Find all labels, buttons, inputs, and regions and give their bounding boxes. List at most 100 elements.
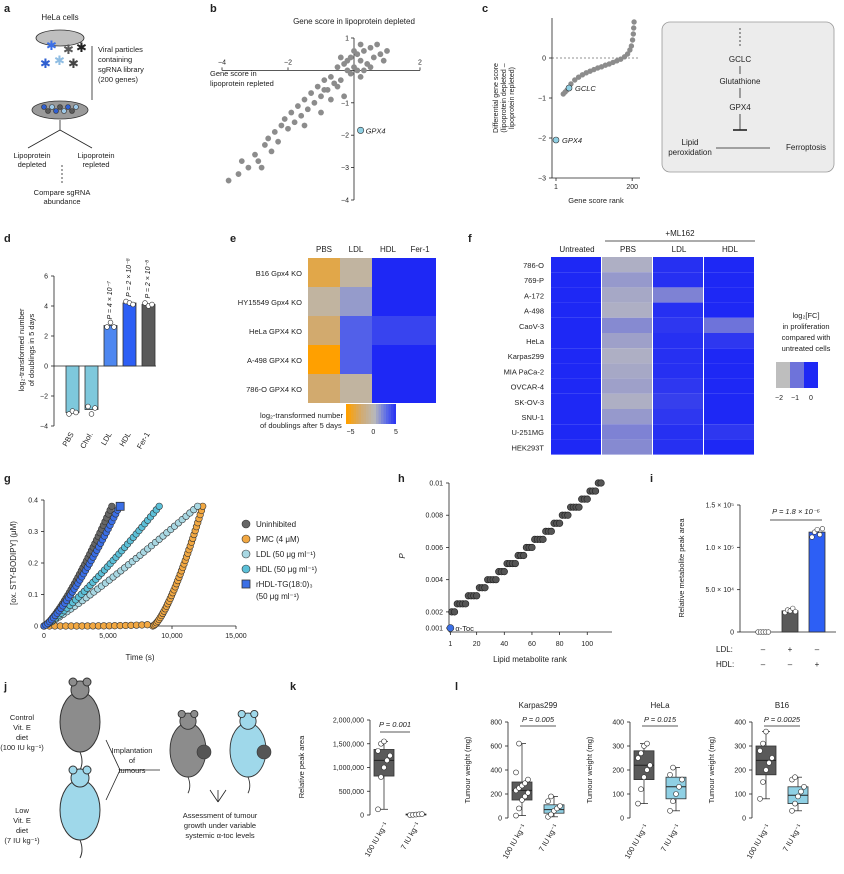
legend-text: HDL (50 μg ml⁻¹) bbox=[256, 565, 317, 574]
heatmap-cell bbox=[551, 363, 601, 379]
p-value: P = 2 × 10⁻⁸ bbox=[145, 260, 152, 299]
bar bbox=[141, 304, 156, 367]
tick-label: 0 bbox=[730, 630, 734, 637]
tick-label: 400 bbox=[734, 720, 746, 727]
heatmap-cell bbox=[704, 424, 754, 440]
heatmap-cell bbox=[653, 257, 703, 273]
heatmap-cell bbox=[653, 378, 703, 394]
data-point bbox=[374, 41, 380, 48]
data-point bbox=[111, 324, 117, 330]
tick-label: −4 bbox=[40, 424, 48, 431]
data-point bbox=[631, 19, 637, 25]
row-label: HY15549 Gpx4 KO bbox=[238, 298, 302, 307]
data-point bbox=[597, 479, 605, 487]
data-point bbox=[525, 776, 531, 783]
data-point bbox=[638, 786, 644, 793]
data-point bbox=[801, 783, 807, 790]
column-label: PBS bbox=[620, 245, 636, 254]
mouse-ear bbox=[82, 677, 92, 687]
virus-particle bbox=[69, 108, 75, 114]
y-label: log₂-transformed number bbox=[17, 308, 26, 391]
data-point bbox=[760, 779, 766, 785]
heatmap-cell bbox=[340, 374, 372, 403]
heatmap-cell bbox=[551, 378, 601, 394]
data-point bbox=[360, 48, 367, 54]
heatmap-cell bbox=[602, 378, 652, 394]
heatmap-cell bbox=[551, 393, 601, 409]
tick-label: 15,000 bbox=[225, 633, 247, 640]
tick-label: 10,000 bbox=[161, 633, 183, 640]
gclc-label: GCLC bbox=[575, 84, 596, 93]
heatmap-cell bbox=[551, 439, 601, 455]
heatmap-cell bbox=[602, 439, 652, 455]
colorbar-segment bbox=[804, 362, 818, 388]
data-point bbox=[450, 608, 459, 616]
mouse-ear bbox=[68, 677, 78, 687]
tick-label: 200 bbox=[734, 768, 746, 775]
data-point bbox=[334, 64, 341, 71]
mouse-body bbox=[59, 779, 101, 841]
heatmap-cell bbox=[602, 272, 652, 288]
data-point bbox=[370, 54, 377, 61]
tick-label: 0 bbox=[498, 816, 502, 823]
p-value: P = 2 × 10⁻⁸ bbox=[126, 258, 133, 297]
colorbar-tick: 0 bbox=[809, 395, 813, 402]
y-title: Gene score in lipoprotein depleted bbox=[293, 17, 415, 26]
heatmap-cell bbox=[404, 316, 436, 345]
control-label: Vit. E bbox=[13, 723, 31, 732]
data-point bbox=[635, 800, 641, 807]
tick-label: 0 bbox=[34, 624, 38, 631]
virus-particle bbox=[65, 104, 71, 110]
data-point bbox=[557, 803, 563, 809]
y-label: P bbox=[398, 553, 407, 559]
row-label: HeLa GPX4 KO bbox=[249, 327, 302, 336]
bar bbox=[122, 302, 137, 367]
data-point bbox=[516, 740, 522, 747]
data-point bbox=[631, 25, 637, 31]
heatmap-cell bbox=[602, 302, 652, 318]
tick-label: −1 bbox=[538, 96, 546, 103]
legend-text: PMC (4 μM) bbox=[256, 535, 300, 544]
data-point bbox=[321, 86, 328, 93]
panel-label-d: d bbox=[4, 233, 11, 245]
data-point bbox=[641, 774, 647, 781]
data-point bbox=[522, 793, 528, 800]
pathway-lipid: Lipid bbox=[682, 138, 699, 147]
row-label: B16 Gpx4 KO bbox=[256, 269, 302, 278]
data-point bbox=[381, 738, 387, 745]
implantation-label: Implantation bbox=[112, 746, 153, 755]
heatmap-cell bbox=[602, 348, 652, 364]
data-point bbox=[301, 122, 308, 129]
data-point bbox=[575, 74, 582, 80]
ml162-label: +ML162 bbox=[665, 229, 695, 238]
y-label: [ox. STY-BODIPY] (μM) bbox=[9, 521, 18, 605]
panel-label-f: f bbox=[468, 233, 472, 245]
data-point bbox=[285, 125, 291, 132]
ldl-sign: – bbox=[761, 645, 766, 654]
data-point bbox=[66, 411, 72, 417]
colorbar-tick: −1 bbox=[791, 395, 799, 402]
heatmap-cell bbox=[551, 317, 601, 333]
heatmap-cell bbox=[653, 439, 703, 455]
viral-label: Viral particles bbox=[98, 45, 143, 54]
tick-label: 1,000,000 bbox=[333, 765, 364, 772]
colorbar-segment bbox=[776, 362, 790, 388]
heatmap-cell bbox=[340, 316, 372, 345]
data-point bbox=[564, 511, 572, 519]
category-label: 100 IU kg⁻¹ bbox=[745, 822, 772, 860]
viral-label: containing bbox=[98, 55, 132, 64]
petri-dish-top bbox=[35, 29, 85, 47]
p-value: P = 1.8 × 10⁻⁶ bbox=[772, 507, 820, 516]
tick-label: −2 bbox=[284, 59, 292, 66]
data-point bbox=[757, 747, 763, 754]
axis-line bbox=[105, 739, 121, 771]
category-label: LDL bbox=[99, 431, 114, 447]
heatmap-cell bbox=[308, 374, 340, 403]
tick-label: 100 bbox=[581, 641, 593, 648]
bar bbox=[103, 325, 118, 367]
low-label: (7 IU kg⁻¹) bbox=[4, 836, 40, 845]
data-point bbox=[647, 762, 653, 769]
tick-label: 0.2 bbox=[28, 561, 38, 568]
data-point bbox=[492, 576, 500, 584]
gpx4-label: GPX4 bbox=[562, 136, 582, 145]
